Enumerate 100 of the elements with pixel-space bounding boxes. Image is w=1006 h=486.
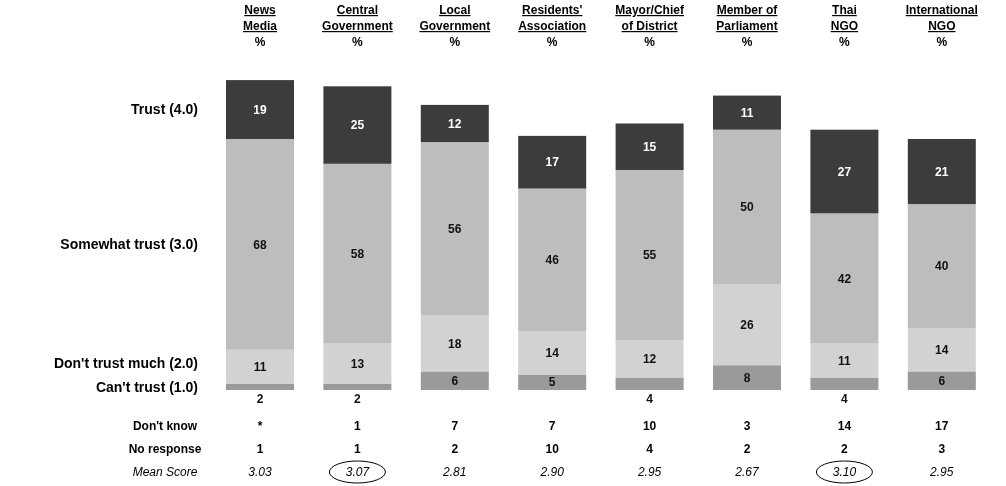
bar — [810, 343, 879, 378]
text: % — [449, 35, 461, 49]
bar — [226, 138, 294, 350]
data-label: 2 — [354, 392, 362, 407]
data-label: 4 — [841, 392, 849, 407]
data-label: 12 — [642, 352, 657, 367]
x-tick-label: Central Government — [322, 3, 393, 33]
x-tick-label: Mayor/Chief of District — [615, 3, 685, 33]
text: % — [839, 35, 850, 49]
text: 3 — [743, 419, 751, 434]
x-tick-label: International NGO — [905, 3, 978, 33]
bar — [420, 371, 489, 390]
bar — [420, 315, 489, 372]
bar — [810, 129, 879, 214]
data-label: 4 — [646, 392, 654, 407]
bar — [323, 86, 392, 164]
data-label: 5 — [548, 375, 556, 390]
data-label: 18 — [448, 336, 462, 351]
data-label: 40 — [935, 259, 949, 274]
text: Don't know — [132, 419, 198, 434]
text: 2 — [841, 442, 849, 457]
data-label: 68 — [253, 237, 267, 252]
x-tick-label: News Media — [242, 3, 278, 33]
text: 3.10 — [832, 465, 857, 480]
data-label: 14 — [545, 346, 560, 361]
data-label: 50 — [740, 200, 754, 215]
text: % — [644, 35, 655, 49]
bar — [226, 383, 294, 390]
bar — [518, 374, 587, 390]
data-label: 58 — [350, 246, 365, 261]
text: 2.81 — [442, 465, 467, 480]
text: 3.07 — [345, 465, 371, 480]
bar — [810, 377, 879, 390]
text: % — [352, 35, 363, 49]
bar — [713, 95, 781, 130]
series-label: Somewhat trust (3.0) — [60, 236, 198, 253]
text: % — [546, 35, 558, 49]
text: 4 — [646, 442, 654, 457]
series-label: Trust (4.0) — [131, 101, 198, 118]
data-label: 17 — [545, 155, 560, 170]
bar — [323, 343, 392, 384]
data-label: 11 — [838, 353, 852, 368]
data-label: 13 — [350, 356, 365, 371]
bar — [323, 163, 392, 344]
text: 1 — [354, 419, 362, 434]
bar — [420, 142, 489, 316]
text: 7 — [451, 419, 459, 434]
bar — [810, 213, 879, 344]
data-label: 11 — [740, 105, 754, 120]
data-label: 11 — [253, 359, 267, 374]
data-label: 25 — [350, 118, 365, 133]
bar — [907, 328, 976, 372]
text: 3.03 — [248, 465, 272, 480]
text: Mean Score — [132, 465, 198, 480]
bar — [907, 138, 976, 205]
text: 2 — [451, 442, 459, 457]
data-label: 46 — [545, 253, 560, 268]
bar — [615, 123, 684, 170]
data-label: 56 — [448, 222, 462, 237]
text: 2.67 — [734, 465, 760, 480]
text: % — [741, 35, 753, 49]
text: 17 — [935, 419, 949, 434]
data-label: 6 — [938, 373, 946, 388]
text: 2.95 — [636, 465, 662, 480]
bar — [226, 80, 294, 139]
text: 10 — [642, 419, 657, 434]
data-label: 27 — [837, 164, 852, 179]
bar — [713, 365, 781, 390]
text: 1 — [354, 442, 362, 457]
x-tick-label: Member of Parliament — [716, 3, 779, 33]
data-label: 14 — [935, 342, 949, 357]
bar — [420, 104, 489, 143]
text: 2.90 — [539, 465, 565, 480]
text: No response — [128, 442, 202, 457]
data-label: 12 — [448, 116, 462, 131]
bar — [226, 349, 294, 384]
bar — [713, 284, 781, 366]
data-label: 55 — [642, 248, 657, 263]
bar — [615, 377, 684, 390]
data-label: 19 — [253, 102, 267, 117]
y-axis-title: % — [254, 35, 266, 49]
text: * — [257, 419, 263, 434]
text: 14 — [837, 419, 852, 434]
text: % — [936, 35, 948, 49]
bar — [518, 135, 587, 189]
data-label: 42 — [837, 271, 852, 286]
x-tick-label: Thai NGO — [830, 3, 859, 33]
bar — [518, 188, 587, 332]
text: 7 — [548, 419, 556, 434]
bar — [713, 129, 781, 285]
text: 2 — [743, 442, 751, 457]
bar — [615, 340, 684, 378]
text: 1 — [256, 442, 264, 457]
text: 2.95 — [929, 465, 954, 480]
series-label: Don't trust much (2.0) — [53, 354, 198, 371]
series-label: Can't trust (1.0) — [95, 378, 198, 395]
bar — [615, 169, 684, 341]
data-label: 15 — [642, 139, 657, 154]
bar — [323, 383, 392, 390]
x-tick-label: Local Government — [419, 3, 491, 33]
